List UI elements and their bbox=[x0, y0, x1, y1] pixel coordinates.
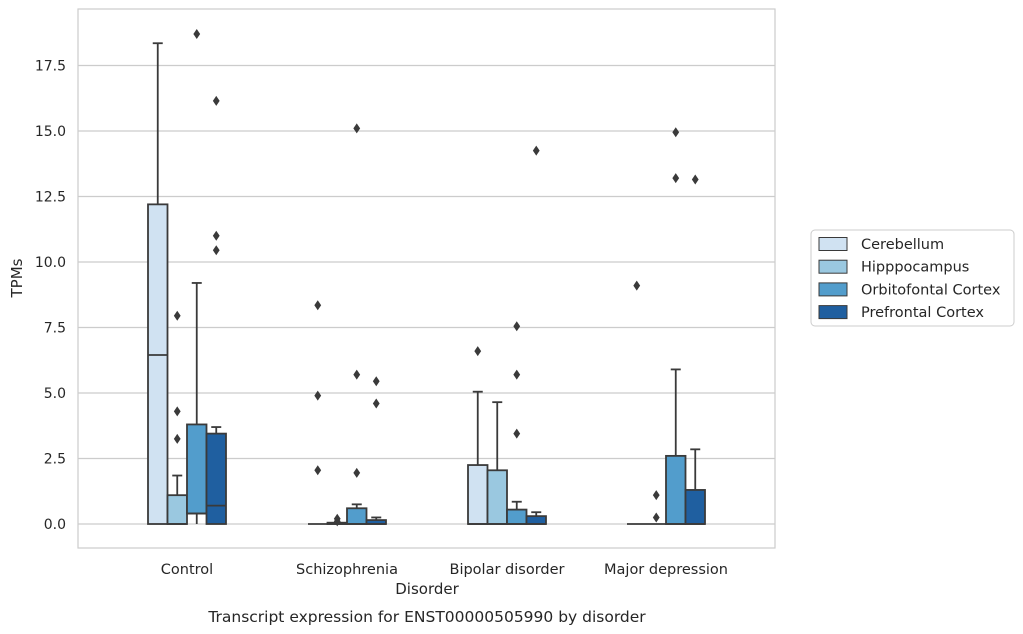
outlier-marker bbox=[333, 513, 341, 524]
box-body bbox=[506, 508, 528, 525]
legend-frame bbox=[810, 229, 1015, 327]
legend-label: Hipppocampus bbox=[861, 260, 969, 276]
outlier-marker bbox=[633, 280, 641, 291]
outlier-marker bbox=[672, 173, 680, 184]
plot-frame bbox=[77, 8, 776, 549]
outlier-marker bbox=[173, 406, 181, 417]
y-tick-label: 5.0 bbox=[44, 386, 66, 402]
box-body bbox=[525, 515, 547, 525]
outlier-marker bbox=[372, 398, 380, 409]
outlier-marker bbox=[173, 433, 181, 444]
outlier-marker bbox=[212, 245, 220, 256]
box-orbitofontal-cortex bbox=[346, 503, 368, 525]
legend-label: Cerebellum bbox=[861, 237, 944, 253]
box-prefrontal-cortex bbox=[684, 448, 706, 525]
x-tick-label: Bipolar disorder bbox=[450, 562, 565, 578]
outlier-marker bbox=[314, 465, 322, 476]
x-axis-label: Disorder bbox=[395, 580, 459, 598]
x-tick-label: Major depression bbox=[604, 562, 728, 578]
outliers bbox=[173, 29, 699, 527]
y-tick-label: 17.5 bbox=[35, 59, 66, 75]
outlier-marker bbox=[652, 512, 660, 523]
outlier-marker bbox=[513, 369, 521, 380]
outlier-marker bbox=[353, 369, 361, 380]
outlier-marker bbox=[314, 390, 322, 401]
legend-swatch bbox=[818, 282, 848, 297]
outlier-marker bbox=[372, 376, 380, 387]
outlier-marker bbox=[193, 29, 201, 40]
legend-swatch bbox=[818, 305, 848, 320]
outlier-marker bbox=[652, 490, 660, 501]
x-tick-label: Control bbox=[161, 562, 213, 578]
box-body bbox=[467, 464, 489, 525]
box-body bbox=[166, 494, 188, 525]
outlier-marker bbox=[474, 346, 482, 357]
legend-entries: Cerebellum Hipppocampus Orbitofontal Corte… bbox=[818, 237, 1001, 321]
legend-label: Orbitofontal Cortex bbox=[861, 282, 1001, 298]
outlier-marker bbox=[513, 428, 521, 439]
outlier-marker bbox=[532, 145, 540, 156]
outlier-marker bbox=[314, 300, 322, 311]
y-tick-label: 0.0 bbox=[44, 517, 66, 533]
box-hipppocampus bbox=[166, 474, 188, 525]
y-tick-label: 12.5 bbox=[35, 190, 66, 206]
box-hipppocampus bbox=[486, 401, 508, 525]
box-body bbox=[186, 423, 208, 515]
box-cerebellum bbox=[467, 390, 489, 525]
box-prefrontal-cortex bbox=[365, 516, 387, 525]
outlier-marker bbox=[173, 310, 181, 321]
legend: Cerebellum Hipppocampus Orbitofontal Corte… bbox=[810, 229, 1015, 327]
y-tick-label: 7.5 bbox=[44, 321, 66, 337]
box-prefrontal-cortex bbox=[525, 511, 547, 525]
legend-label: Prefrontal Cortex bbox=[861, 305, 984, 321]
x-tick-labels: Control Schizophrenia Bipolar disorder Majo… bbox=[161, 562, 728, 578]
box-orbitofontal-cortex bbox=[506, 500, 528, 525]
box-body bbox=[346, 507, 368, 525]
figure-caption: Transcript expression for ENST0000050599… bbox=[207, 608, 646, 626]
y-tick-label: 10.0 bbox=[35, 255, 66, 271]
box-body bbox=[486, 469, 508, 525]
x-tick-label: Schizophrenia bbox=[296, 562, 398, 578]
outlier-marker bbox=[212, 95, 220, 106]
legend-swatch bbox=[818, 259, 848, 274]
box-body bbox=[665, 454, 687, 525]
box-body bbox=[684, 489, 706, 525]
y-axis-label: TPMs bbox=[8, 258, 26, 298]
boxes bbox=[147, 42, 706, 525]
outlier-marker bbox=[513, 321, 521, 332]
box-cerebellum bbox=[147, 42, 169, 525]
box-prefrontal-cortex bbox=[205, 426, 227, 525]
outlier-marker bbox=[353, 467, 361, 478]
outlier-marker bbox=[212, 230, 220, 241]
y-tick-label: 15.0 bbox=[35, 124, 66, 140]
y-tick-labels: 0.0 2.5 5.0 7.5 10.0 12.5 15.0 17.5 bbox=[35, 59, 66, 534]
y-tick-label: 2.5 bbox=[44, 452, 66, 468]
outlier-marker bbox=[691, 174, 699, 185]
box-body bbox=[205, 432, 227, 525]
outlier-marker bbox=[353, 123, 361, 134]
box-body bbox=[147, 203, 169, 525]
legend-swatch bbox=[818, 237, 848, 251]
outlier-marker bbox=[672, 127, 680, 138]
